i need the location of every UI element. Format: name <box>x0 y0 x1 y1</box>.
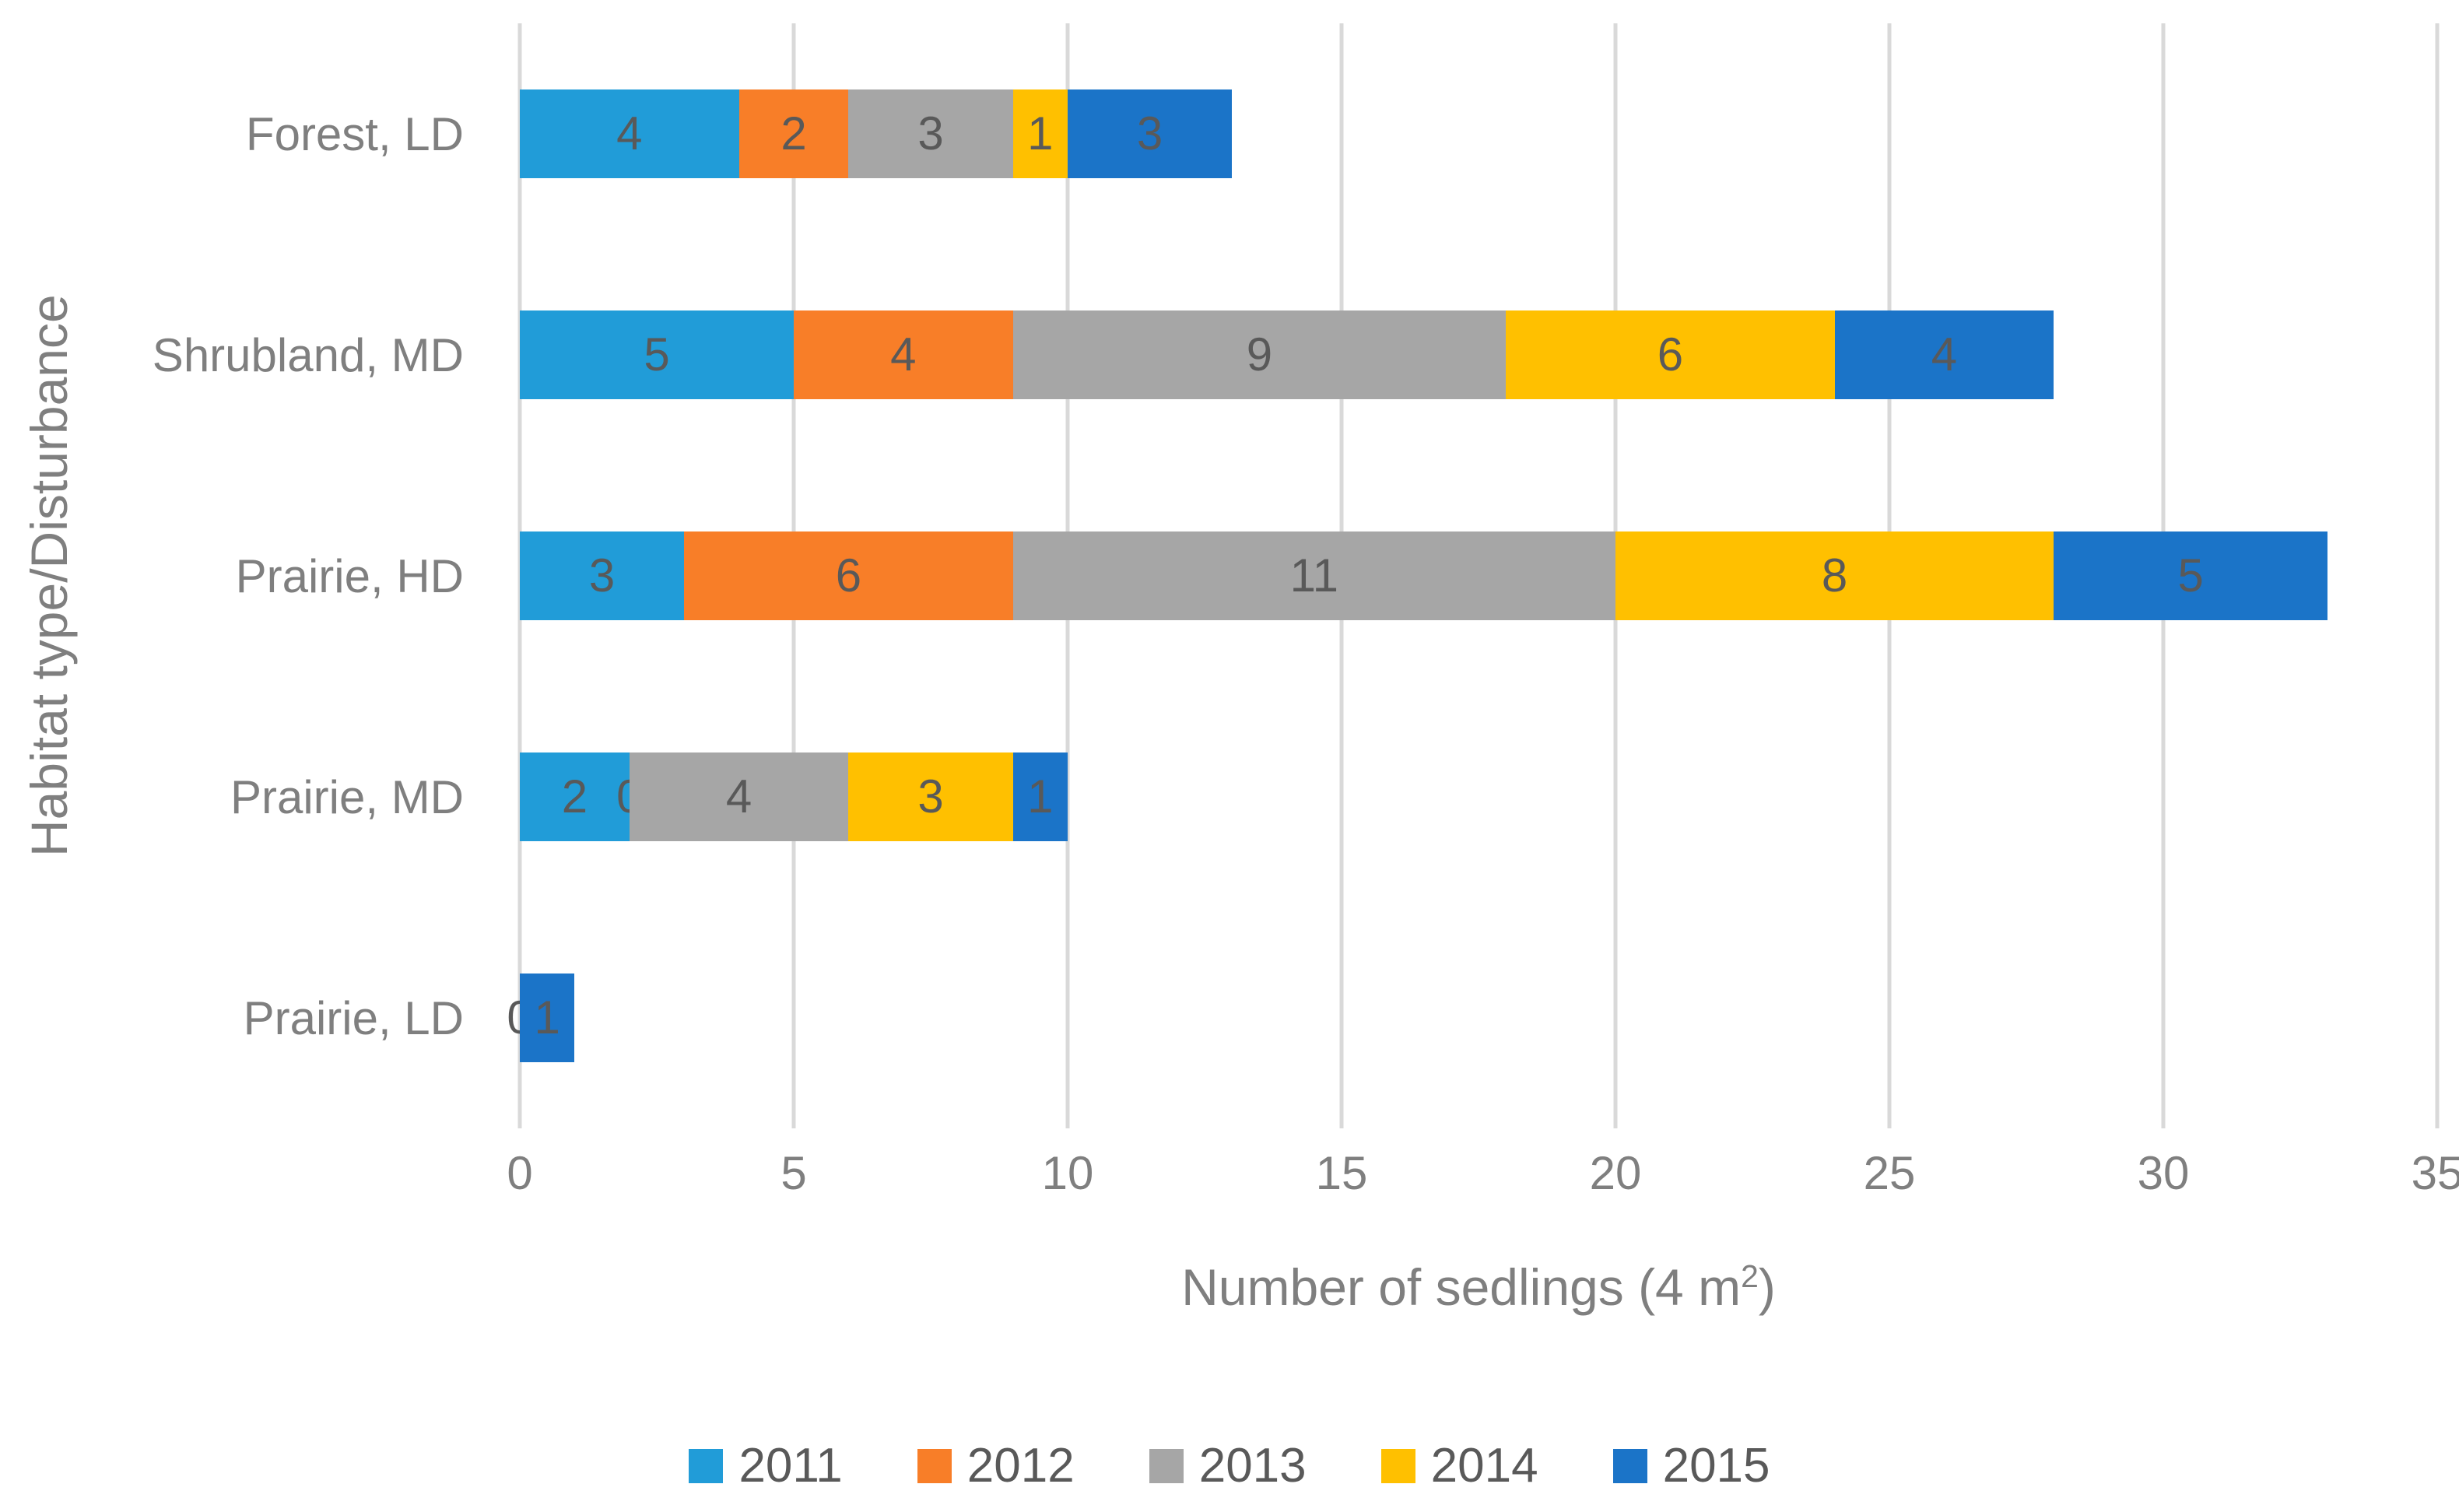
data-label-2011: 4 <box>616 107 643 160</box>
data-label-2013: 4 <box>725 770 752 823</box>
x-axis-title-suffix: ) <box>1758 1258 1776 1316</box>
bar-segment-2013 <box>629 752 849 841</box>
x-tick-label: 10 <box>1041 1147 1094 1199</box>
bar-segment-2012 <box>738 89 849 178</box>
data-label-2015: 5 <box>2177 549 2204 602</box>
x-tick-label: 0 <box>507 1147 533 1199</box>
legend-label: 2014 <box>1430 1439 1538 1493</box>
legend: 2011 2012 2013 2014 2015 <box>0 1442 2459 1490</box>
legend-swatch-icon <box>917 1449 952 1483</box>
data-label-2014: 3 <box>917 770 944 823</box>
x-tick-label: 35 <box>2411 1147 2459 1199</box>
legend-swatch-icon <box>1380 1449 1415 1483</box>
bar-segment-2012 <box>794 310 1013 399</box>
bar-segment-2014 <box>1506 310 1835 399</box>
bar-row: 01 <box>507 974 2437 1062</box>
x-tick-label: 5 <box>780 1147 807 1199</box>
data-label-2015: 1 <box>1027 770 1054 823</box>
gridline-x-35 <box>2435 23 2440 1128</box>
data-label-2015: 4 <box>1931 328 1958 381</box>
category-label: Prairie, LD <box>243 991 464 1044</box>
legend-item-2015: 2015 <box>1612 1439 1770 1493</box>
bar-segment-2011 <box>520 752 630 841</box>
bar-segment-2015 <box>2054 531 2328 620</box>
category-label: Prairie, MD <box>230 770 464 823</box>
category-label: Forest, LD <box>245 107 464 160</box>
legend-item-2014: 2014 <box>1380 1439 1538 1493</box>
legend-label: 2013 <box>1198 1439 1307 1493</box>
bar-row: 20431 <box>520 752 2437 841</box>
legend-swatch-icon <box>1612 1449 1647 1483</box>
plot-area: 42313549643611852043101 <box>507 23 2440 1128</box>
legend-item-2012: 2012 <box>917 1442 1075 1490</box>
category-label: Prairie, HD <box>235 549 464 602</box>
bar-segment-2011 <box>520 310 794 399</box>
bar-segment-2015 <box>1012 752 1068 841</box>
x-tick-label: 20 <box>1589 1147 1642 1199</box>
data-label-2011: 3 <box>588 549 616 602</box>
bar-segment-2014 <box>1012 89 1068 178</box>
legend-item-2011: 2011 <box>689 1439 843 1493</box>
data-label-2013: 9 <box>1246 328 1273 381</box>
category-label: Shrubland, MD <box>152 328 464 381</box>
data-label-2013: 3 <box>917 107 944 160</box>
bar-segment-2011 <box>520 89 739 178</box>
data-label-2014: 8 <box>1821 549 1848 602</box>
x-axis-title: Number of sedlings (4 m2) <box>520 1257 2437 1318</box>
legend-label: 2012 <box>966 1439 1075 1493</box>
legend-swatch-icon <box>689 1449 724 1483</box>
bar-segment-2015 <box>1834 310 2054 399</box>
x-tick-label: 15 <box>1315 1147 1368 1199</box>
x-tick-label: 30 <box>2137 1147 2190 1199</box>
bar-segment-2014 <box>848 752 1013 841</box>
data-label-2012: 2 <box>780 107 807 160</box>
data-label-2012: 4 <box>890 328 917 381</box>
legend-item-2013: 2013 <box>1149 1442 1307 1490</box>
bar-segment-2013 <box>1012 531 1615 620</box>
data-label-2014: 1 <box>1027 107 1054 160</box>
legend-label: 2011 <box>738 1439 843 1493</box>
bar-row: 5 4 9 6 4 <box>520 310 2437 399</box>
data-label-2012: 6 <box>835 549 862 602</box>
bar-segment-2013 <box>848 89 1013 178</box>
bar-segment-2015 <box>520 974 575 1062</box>
bar-row: 3 6 11 8 5 <box>520 531 2437 620</box>
x-axis-title-superscript: 2 <box>1741 1258 1759 1294</box>
data-label-2014: 6 <box>1657 328 1684 381</box>
data-label-2011: 2 <box>561 770 588 823</box>
bar-segment-2014 <box>1615 531 2054 620</box>
data-label-2015: 1 <box>534 991 560 1044</box>
data-label-2013: 11 <box>1289 549 1338 602</box>
x-tick-label: 25 <box>1863 1147 1916 1199</box>
bar-row: 4 2 3 1 3 <box>520 89 2437 178</box>
data-label-2015: 3 <box>1136 107 1163 160</box>
legend-label: 2015 <box>1662 1439 1770 1493</box>
legend-swatch-icon <box>1149 1449 1184 1483</box>
bar-segment-2013 <box>1012 310 1507 399</box>
x-axis-tick-labels: 0 5 10 15 20 25 30 35 <box>507 1147 2459 1212</box>
bar-segment-2011 <box>520 531 685 620</box>
bar-segment-2015 <box>1068 89 1233 178</box>
bar-segment-2012 <box>684 531 1013 620</box>
data-label-2011: 5 <box>644 328 670 381</box>
x-axis-title-text: Number of sedlings (4 m <box>1181 1258 1742 1316</box>
